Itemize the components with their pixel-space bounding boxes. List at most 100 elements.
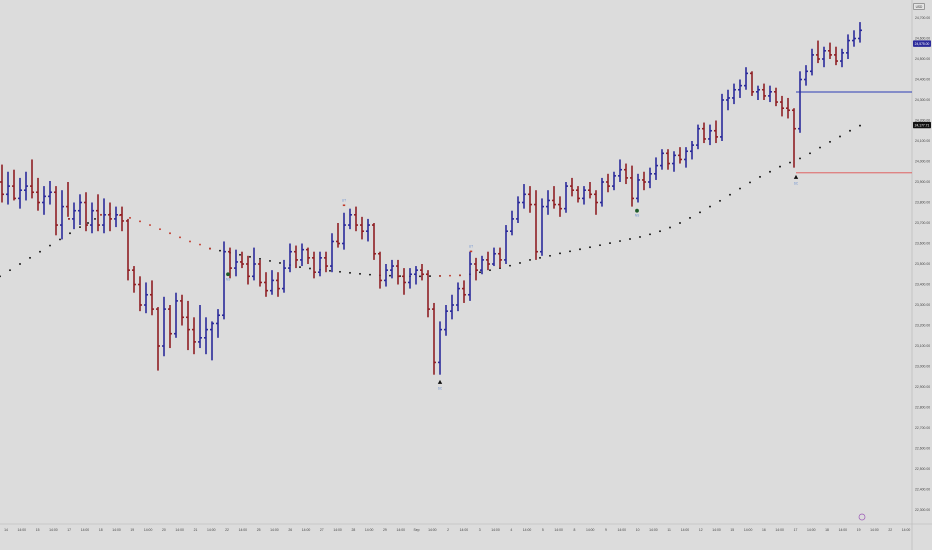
ohlc-bar [624,163,628,185]
signal-label: NS [635,214,639,218]
ohlc-bar [474,257,478,281]
ma-dot-red [159,228,161,231]
ohlc-bar [276,272,280,297]
ma-dot [559,252,561,255]
ohlc-bar [528,186,532,213]
x-tick-label: 14:00 [586,528,595,532]
ohlc-bar [798,71,802,133]
signal-mark [469,250,473,253]
x-tick-label: 17 [794,528,798,532]
ohlc-bar [336,223,340,248]
price-badge-label: 24,177.71 [915,123,930,127]
currency-button[interactable]: USD [913,3,925,10]
ma-dot [329,269,331,272]
x-tick-label: 14:00 [81,528,90,532]
x-tick-label: 14:00 [839,528,848,532]
ohlc-bar [324,251,328,273]
ohlc-bar [498,247,502,269]
ohlc-bar [744,67,748,90]
ma-dot [609,242,611,245]
ohlc-bar [6,171,10,205]
ma-dot-red [129,216,131,219]
price-badge [913,121,931,129]
ma-dot [269,259,271,262]
ohlc-bar [246,255,250,285]
ma-dot [309,267,311,270]
x-tick-label: 14:00 [18,528,27,532]
ma-dot [689,216,691,219]
y-tick-label: 22,300.00 [915,508,930,512]
ma-dot-red [439,274,441,277]
ohlc-bar [372,223,376,260]
ohlc-bar [402,268,406,295]
ohlc-bar [774,87,778,107]
ma-dot [749,181,751,184]
ma-dot-red [199,243,201,246]
ohlc-bar [240,251,244,269]
ma-dot [69,232,71,235]
ma-dot-red [449,274,451,277]
ma-dot [829,140,831,143]
x-tick-label: 14:00 [239,528,248,532]
ma-dot [87,222,89,224]
ohlc-bar [852,30,856,47]
x-tick-label: 18 [99,528,103,532]
ma-dot [339,270,341,273]
y-tick-label: 23,300.00 [915,303,930,307]
ohlc-bar [228,247,232,279]
ohlc-bar [288,243,292,273]
ohlc-bar [24,171,28,201]
ohlc-bar [462,280,466,303]
ohlc-bar [30,159,34,199]
ohlc-bar [192,317,196,355]
plot-area [0,0,912,524]
x-tick-label: 14:00 [491,528,500,532]
y-tick-label: 23,400.00 [915,283,930,287]
price-badge-label: 24,575.00 [915,42,930,46]
ma-dot [769,170,771,173]
signal-label: NS [226,277,230,281]
ma-dot [509,264,511,267]
ma-dot [19,263,21,265]
ohlc-bar [18,177,22,209]
ohlc-bar [834,46,838,66]
signal-dot [635,208,639,213]
ma-dot [429,275,431,278]
ohlc-bar [78,194,82,226]
ohlc-bar [222,241,226,320]
ohlc-bar [144,282,148,314]
ohlc-bar [816,40,820,64]
x-tick-label: 14:00 [554,528,563,532]
y-tick-label: 23,700.00 [915,221,930,225]
ohlc-bar [312,251,316,279]
ohlc-bar [414,266,418,285]
ohlc-bar [426,270,430,318]
ohlc-bar [822,46,826,68]
ohlc-bar [306,247,310,264]
x-tick-label: 14:00 [775,528,784,532]
ma-dot-red [139,220,141,223]
ohlc-bar [756,85,760,100]
ma-dot [279,262,281,264]
y-tick-label: 23,600.00 [915,242,930,246]
ohlc-bar [612,171,616,191]
ohlc-bar [738,79,742,98]
ma-dot-red [100,213,102,216]
ohlc-bar [618,159,622,182]
ohlc-bar [198,305,202,349]
ohlc-bar [516,196,520,223]
ohlc-bar [666,149,670,170]
ma-dot [529,258,531,261]
x-tick-label: 14:00 [807,528,816,532]
ohlc-bar [720,93,724,141]
x-tick-label: 14:00 [681,528,690,532]
ohlc-bar [384,264,388,287]
ma-dot [799,157,801,160]
ohlc-bar [126,218,130,281]
x-tick-label: 15 [730,528,734,532]
x-tick-label: 22 [888,528,892,532]
ohlc-bar [810,48,814,76]
ohlc-bar [480,255,484,275]
ohlc-bar [570,177,574,197]
